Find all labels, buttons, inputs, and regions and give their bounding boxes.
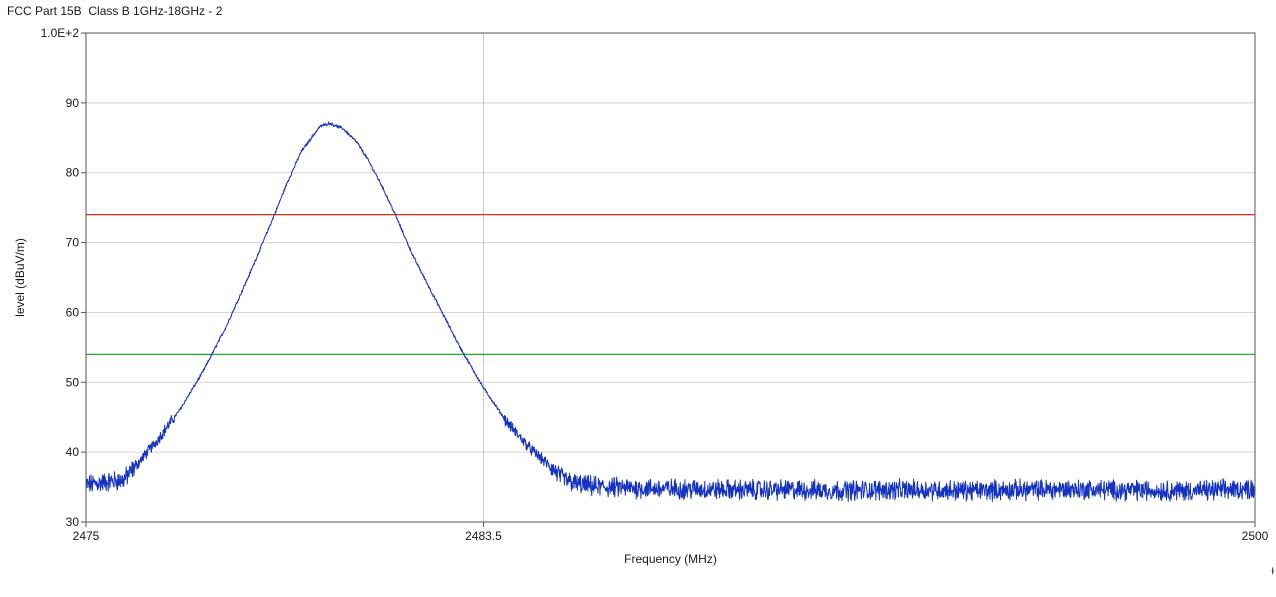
x-tick-label: 2483.5	[465, 529, 502, 543]
plot-frame	[85, 32, 1256, 523]
y-axis-label: level (dBuV/m)	[13, 238, 27, 317]
chart-title: FCC Part 15B Class B 1GHz-18GHz - 2	[7, 4, 223, 18]
y-tick-label: 70	[66, 236, 80, 250]
y-tick-label: 1.0E+2	[41, 26, 80, 40]
x-tick-label: 2500	[1242, 529, 1269, 543]
tick-labels: 30 40 50 60 70 80 90 1.0E+2 2475 2483.5 2500	[41, 26, 1269, 543]
axes-layer	[85, 32, 1256, 523]
grid-layer	[86, 33, 1255, 522]
y-tick-label: 30	[66, 515, 80, 529]
y-tick-label: 50	[66, 375, 80, 389]
trace-layer	[85, 121, 1256, 503]
y-tick-label: 90	[66, 96, 80, 110]
y-tick-label: 60	[66, 305, 80, 319]
y-tick-label: 80	[66, 166, 80, 180]
y-tick-label: 40	[66, 445, 80, 459]
x-tick-label: 2475	[73, 529, 100, 543]
x-axis-label: Frequency (MHz)	[624, 552, 717, 566]
limit-lines	[86, 214, 1255, 355]
corner-mark: ᵻ	[1271, 563, 1274, 577]
spectrum-trace	[85, 121, 1256, 503]
